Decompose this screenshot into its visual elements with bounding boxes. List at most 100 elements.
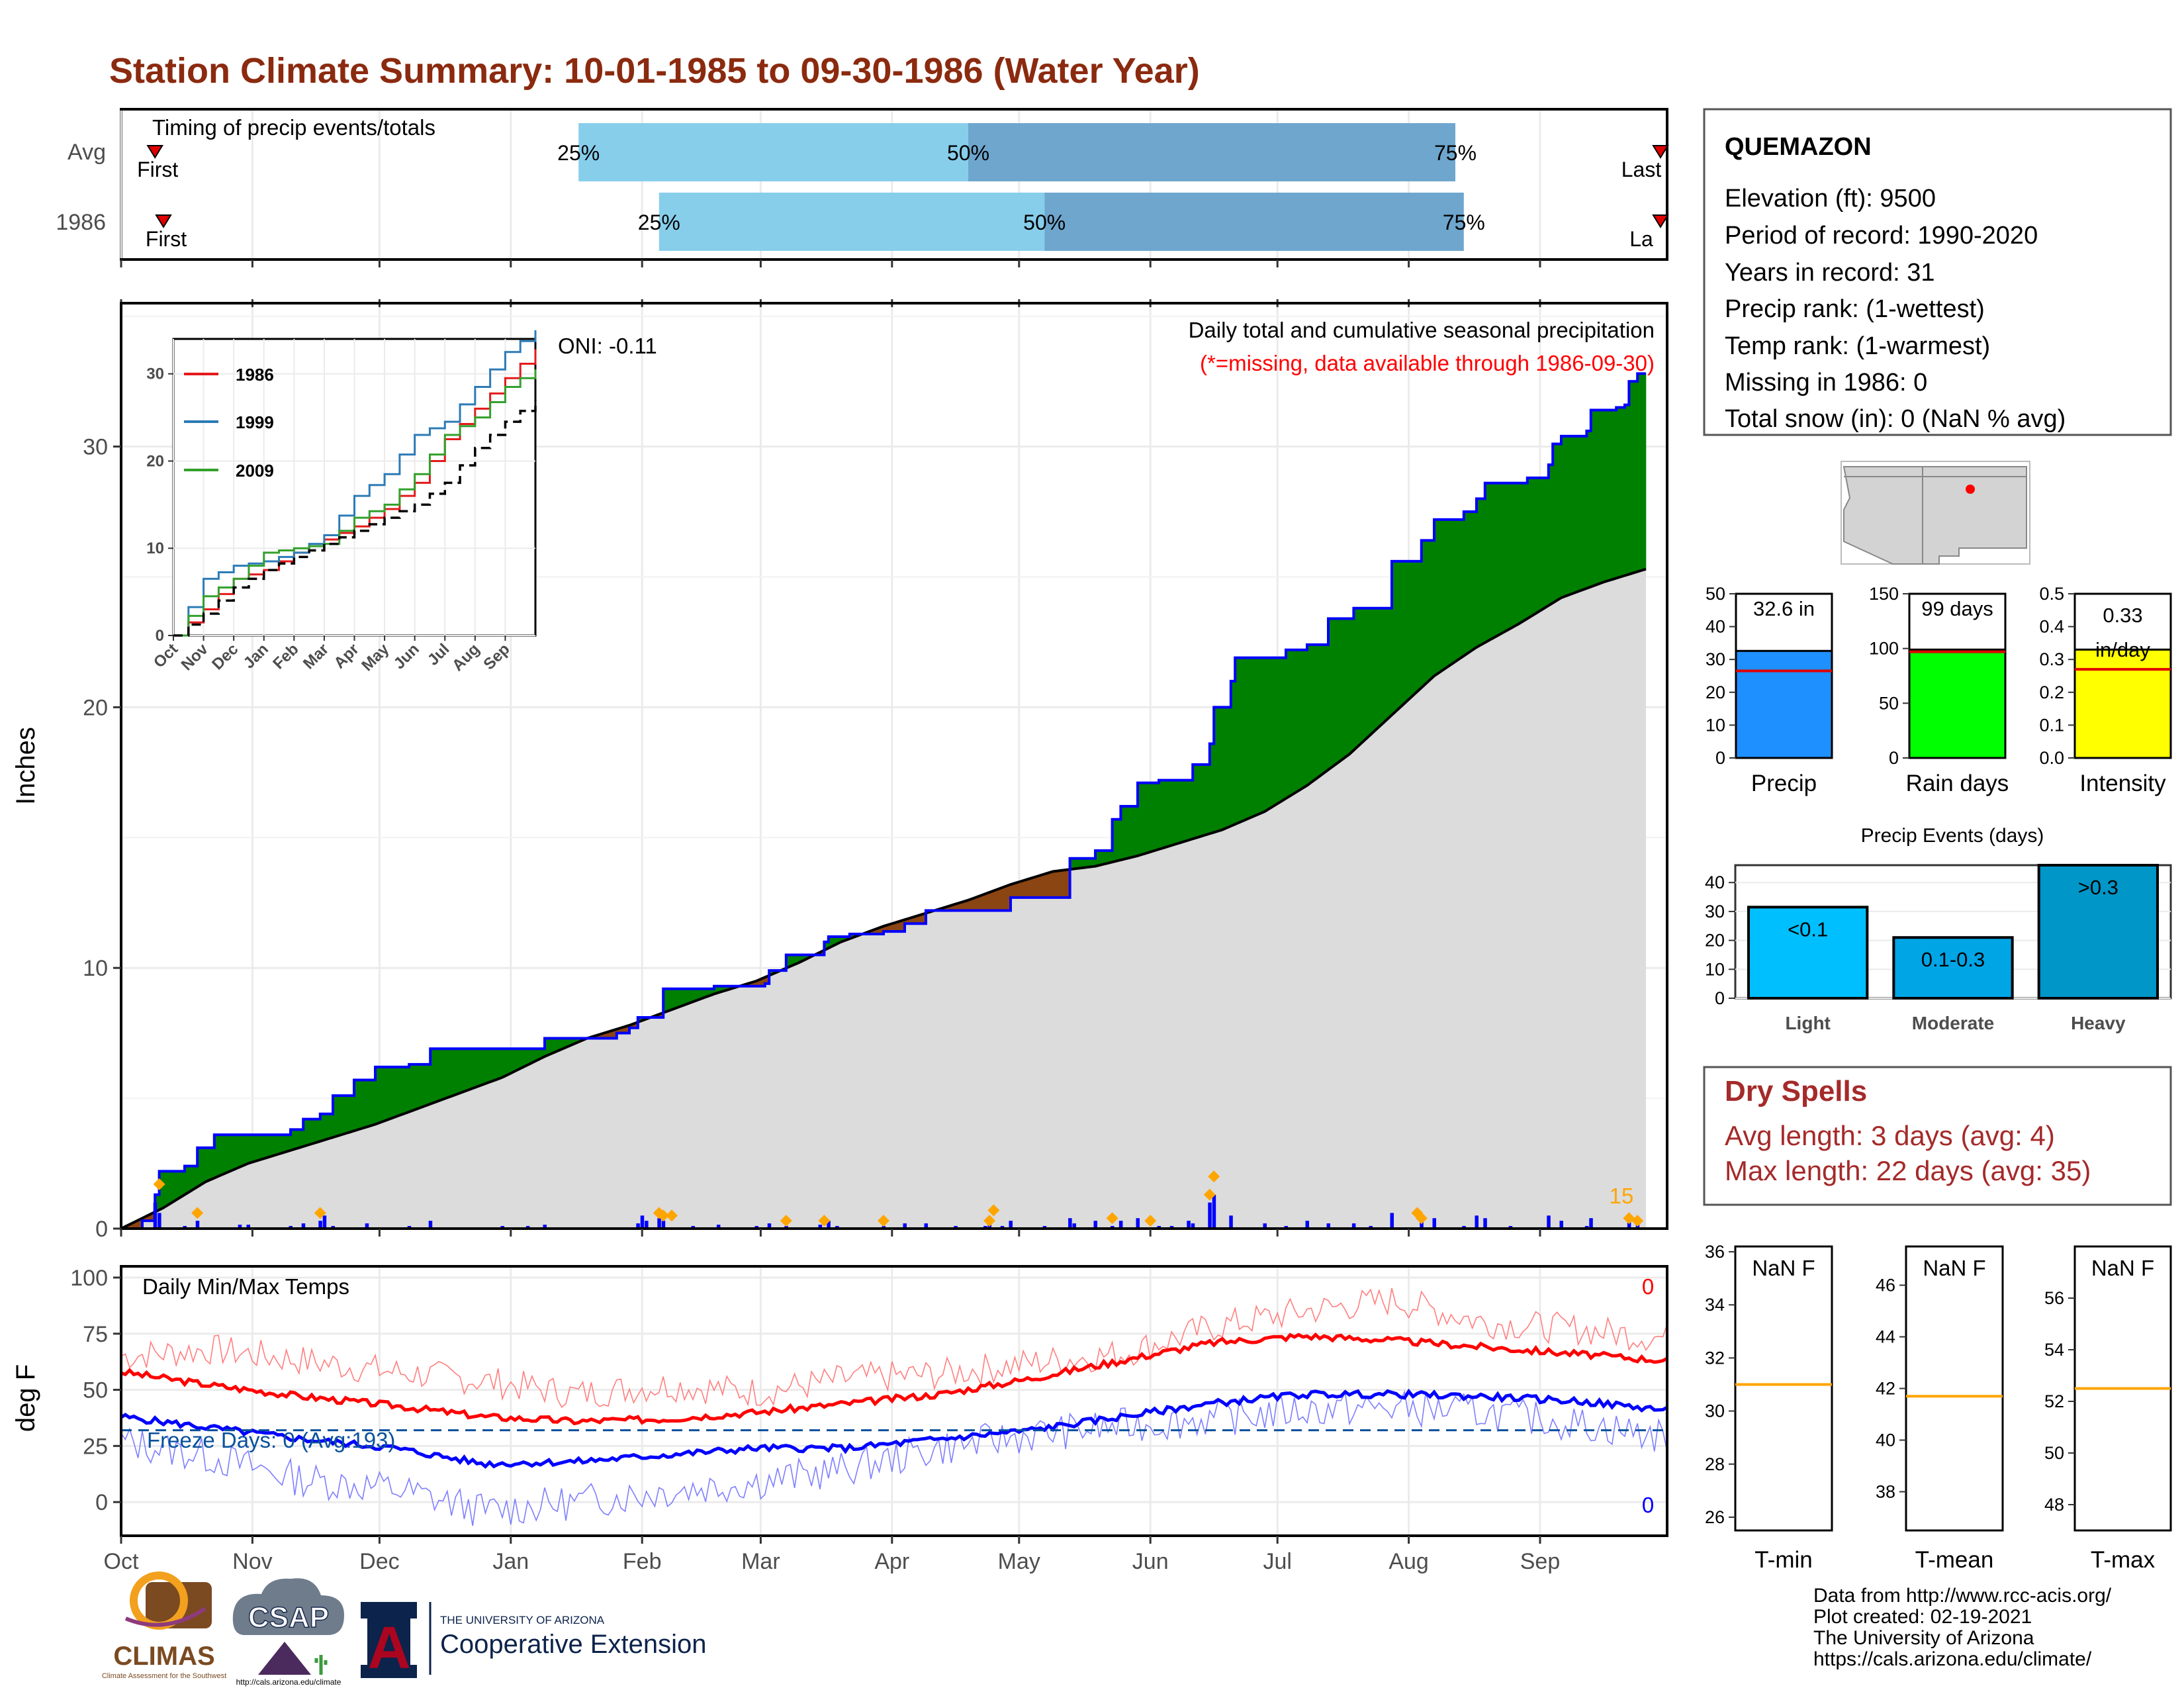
month-tick-label: Oct [104,1549,139,1574]
daily-precip-bar [1009,1221,1013,1229]
daily-precip-bar [636,1223,640,1229]
above-avg-fill [477,1048,482,1088]
above-avg-fill [1146,782,1151,854]
above-avg-fill [1255,657,1261,816]
dry-spells-box: Dry Spells Avg length: 3 days (avg: 4) M… [1703,1066,2172,1206]
above-avg-fill [1340,618,1345,761]
events-bar [2037,864,2160,1000]
dry-spells-title: Dry Spells [1725,1075,1867,1107]
below-avg-fill [1036,874,1041,898]
above-avg-fill [676,988,681,1009]
daily-precip-bar [1093,1221,1097,1229]
above-avg-fill [273,1134,279,1156]
missing-data-marker [314,1207,326,1219]
last-event-marker [1652,214,1669,228]
above-avg-fill [167,1171,173,1206]
temp-box-y-tick-label: 38 [1876,1482,1895,1502]
summary-y-tick-label: 0.3 [2039,649,2064,669]
daily-precip-bar [1136,1218,1140,1229]
above-avg-fill [514,1048,520,1072]
summary-value-bar [2073,648,2172,759]
daily-precip-bar [1118,1221,1123,1229]
above-avg-fill [396,1066,401,1117]
above-avg-fill [1544,477,1549,609]
inset-legend: 1986 1999 2009 [184,365,274,481]
above-avg-fill [345,1095,350,1134]
above-avg-fill [281,1134,287,1154]
above-avg-fill [256,1134,261,1162]
above-avg-fill [1201,764,1206,837]
month-tick-label: Jan [492,1549,529,1574]
daily-precip-bar [645,1221,649,1229]
temp-panel: 0 25 50 75 100 Oct Nov Dec Jan Feb Mar Apr May Jun Ju… [11,1229,1668,1574]
daily-precip-bar [818,1225,822,1229]
above-avg-fill [1569,436,1574,595]
above-avg-fill [1586,430,1592,589]
above-avg-fill [1502,483,1507,634]
daily-precip-bar [1326,1223,1330,1229]
daily-precip-bar [1390,1213,1394,1229]
station-elevation: Elevation (ft): 9500 [1725,185,1936,212]
temp-box-y-tick-label: 50 [2044,1443,2064,1463]
summary-value-bar [1908,648,2007,759]
daily-precip-bar [1432,1218,1436,1229]
above-avg-fill [1514,483,1520,627]
above-avg-fill [1408,561,1414,700]
above-avg-fill [1624,404,1629,576]
precip-subcaption: (*=missing, data available through 1986-… [1200,351,1655,375]
above-avg-fill [1197,764,1202,838]
above-avg-fill [1425,540,1430,684]
summary-y-tick-label: 10 [1706,715,1725,735]
above-avg-fill [311,1119,316,1145]
avg-cumulative-area [121,569,1646,1229]
daily-precip-bars [153,1194,1640,1229]
above-avg-fill [1442,519,1447,671]
missing-markers [153,1170,1644,1227]
below-avg-fill [1048,871,1054,898]
month-tick-label: Mar [741,1549,780,1574]
above-avg-fill [489,1048,494,1083]
above-avg-fill [447,1048,452,1098]
above-avg-fill [1142,782,1147,855]
summary-bar-charts: 0 10 20 30 40 50 32.6 in Precip 0 50 100 150 99 days… [1706,584,2172,796]
above-avg-fill [498,1048,503,1080]
above-avg-fill [1361,608,1367,743]
precip-y-tick-label: 20 [83,695,108,720]
missing-data-marker [1203,1188,1216,1201]
dry-spells-max: Max length: 22 days (avg: 35) [1725,1155,2091,1186]
ua-a-letter: A [368,1615,411,1681]
temp-box-label: T-min [1754,1547,1813,1573]
first-event-label: First [146,227,187,251]
above-avg-fill [1565,436,1570,597]
csap-cloud-icon [232,1578,344,1635]
above-avg-fill [472,1048,477,1089]
freeze-days-label: Freeze Days: 0 (Avg:193) [147,1428,395,1452]
summary-value-label: 99 days [1921,597,1993,620]
summary-y-tick-label: 0.0 [2039,748,2064,768]
above-avg-fill [1608,410,1613,581]
above-avg-fill [1158,780,1163,850]
above-avg-fill [218,1134,223,1177]
above-avg-fill [1260,657,1265,814]
max-count-label: 0 [1642,1274,1654,1299]
above-avg-fill [426,1064,431,1106]
above-avg-fill [1175,780,1181,845]
above-avg-fill [1488,483,1494,641]
inset-y-tick-label: 10 [146,539,164,557]
last-event-label: La [1629,227,1653,251]
daily-precip-bar [301,1223,306,1229]
climas-logo-subtext: Climate Assessment for the Southwest [102,1672,226,1680]
below-avg-fill [1023,878,1028,898]
station-info-frame [1703,108,2172,436]
first-event-marker [146,145,163,159]
above-avg-fill [1387,608,1392,720]
events-y-tick-label: 0 [1715,988,1725,1008]
above-avg-fill [1438,519,1443,674]
daily-precip-bar [543,1225,547,1229]
temp-y-tick-label: 75 [83,1322,108,1347]
above-avg-fill [1222,707,1227,830]
above-avg-fill [404,1066,410,1114]
daily-precip-bar [318,1221,322,1229]
legend-label-1986: 1986 [236,365,274,385]
